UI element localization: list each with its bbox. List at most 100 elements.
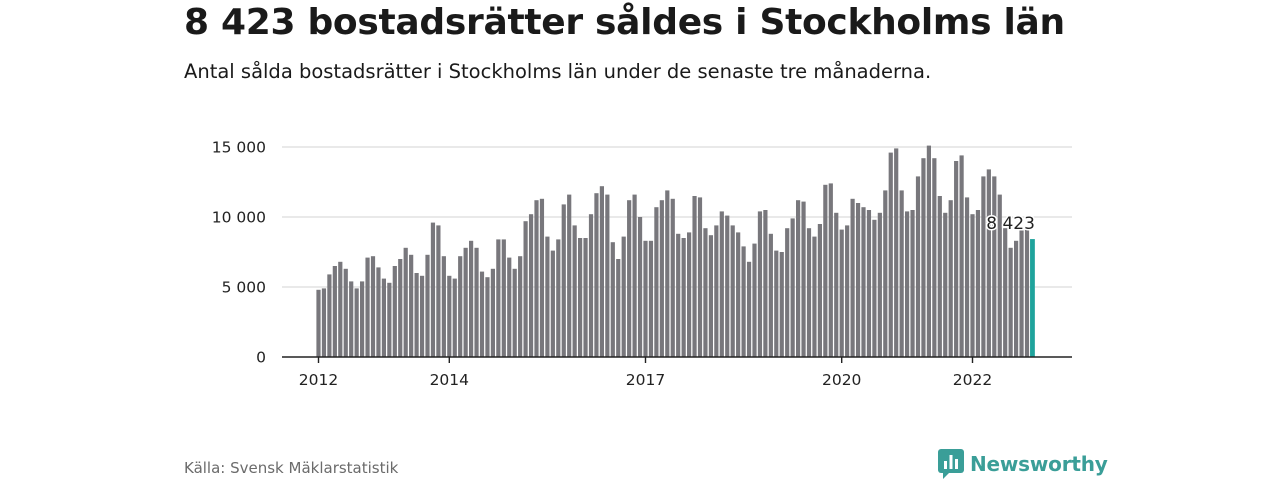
bar (648, 240, 654, 357)
bar (550, 250, 555, 357)
bar (855, 203, 861, 357)
bar (387, 282, 392, 357)
bar (948, 200, 953, 357)
bar (697, 197, 703, 357)
y-tick-label: 0 (256, 349, 266, 367)
bar (801, 201, 806, 357)
bar (360, 281, 365, 357)
bar (485, 277, 490, 357)
bar (768, 233, 773, 357)
bar (588, 214, 594, 357)
bar (501, 239, 506, 357)
y-tick-label: 15 000 (212, 139, 266, 157)
bar (534, 200, 539, 357)
bar (730, 225, 735, 357)
bar (1024, 229, 1030, 357)
bar (490, 268, 495, 357)
bar (605, 194, 610, 357)
bar (741, 246, 746, 357)
bar (1003, 228, 1008, 357)
y-tick-label: 10 000 (212, 209, 266, 227)
x-tick-label: 2017 (626, 371, 665, 389)
bar (665, 190, 670, 357)
bar (736, 232, 741, 357)
bar (877, 212, 882, 357)
bar (321, 288, 327, 357)
bars (316, 145, 1035, 357)
bar (479, 271, 485, 357)
bar (414, 273, 419, 357)
bar (621, 236, 626, 357)
bar (790, 218, 795, 357)
bar (1014, 240, 1019, 357)
bar (1019, 228, 1024, 357)
bar (779, 252, 784, 357)
bar (861, 207, 866, 357)
bar (430, 222, 436, 357)
bar (469, 240, 474, 357)
bar (354, 288, 359, 357)
bar (637, 217, 643, 357)
bar (419, 275, 425, 357)
bar (578, 238, 583, 357)
bar (812, 236, 817, 357)
bar (627, 200, 632, 357)
bar (785, 228, 790, 357)
bar (518, 256, 523, 357)
bar (561, 204, 566, 357)
bar (687, 232, 692, 357)
bar (937, 196, 942, 357)
bar (452, 278, 457, 357)
bar (512, 268, 517, 357)
bar (1008, 247, 1013, 357)
bar (316, 289, 321, 357)
bar (610, 242, 615, 357)
bar (692, 196, 697, 357)
bar (654, 207, 659, 357)
bar (332, 266, 337, 357)
bar (964, 197, 970, 357)
bar (349, 281, 354, 357)
bar (872, 219, 877, 357)
bar (943, 212, 948, 357)
bar (834, 212, 839, 357)
bar (703, 228, 708, 357)
brand-logo[interactable]: Newsworthy (938, 449, 1108, 479)
bar (763, 210, 768, 357)
bar (823, 184, 828, 357)
bar (599, 186, 604, 357)
bar (959, 155, 964, 357)
bar (365, 257, 370, 357)
x-tick-label: 2022 (953, 371, 992, 389)
bar (392, 266, 397, 357)
bar (839, 229, 844, 357)
bar (681, 238, 686, 357)
bar (539, 198, 545, 357)
bar (381, 278, 386, 357)
bar (954, 161, 959, 357)
bar (507, 257, 512, 357)
bar (746, 261, 752, 357)
bar (845, 225, 850, 357)
bar (441, 256, 446, 357)
bar (436, 225, 441, 357)
bar (594, 193, 599, 357)
bar (670, 198, 675, 357)
bar (905, 211, 910, 357)
bar (659, 200, 664, 357)
bar (883, 190, 888, 357)
bar (719, 211, 724, 357)
axes: 0 5 000 10 000 15 000 2012 2014 2017 2020 2022 (212, 139, 1072, 389)
bar (992, 176, 997, 357)
bar (910, 210, 915, 357)
bar (496, 239, 501, 357)
bar (523, 221, 528, 357)
bar (899, 190, 904, 357)
bar (806, 228, 812, 357)
bar (676, 233, 681, 357)
bar-chart-speech-bubble-icon (938, 449, 964, 479)
bar (981, 176, 986, 357)
bar (926, 145, 931, 357)
bar (643, 240, 648, 357)
